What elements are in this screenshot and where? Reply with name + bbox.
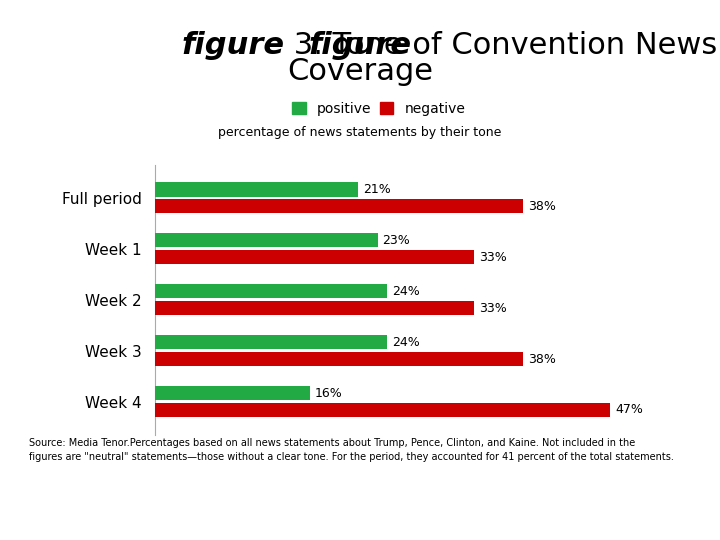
Bar <box>155 352 523 366</box>
Text: 38%: 38% <box>528 200 556 213</box>
Text: 24%: 24% <box>392 285 420 298</box>
Text: 47%: 47% <box>615 403 643 416</box>
Text: Source: Media Tenor.Percentages based on all news statements about Trump, Pence,: Source: Media Tenor.Percentages based on… <box>29 438 674 462</box>
Bar <box>155 335 387 349</box>
Text: 38%: 38% <box>528 353 556 366</box>
Legend: positive, negative: positive, negative <box>286 96 471 121</box>
Text: figure: figure <box>181 31 284 60</box>
Text: Kennedy School of Government, Harvard University: Kennedy School of Government, Harvard Un… <box>418 508 720 521</box>
Text: Thomas Patterson: Thomas Patterson <box>29 505 212 523</box>
Text: percentage of news statements by their tone: percentage of news statements by their t… <box>218 126 502 139</box>
Bar <box>155 386 310 400</box>
Text: 24%: 24% <box>392 336 420 349</box>
Text: 21%: 21% <box>363 183 391 196</box>
Bar <box>155 183 359 197</box>
Text: 23%: 23% <box>382 234 410 247</box>
Text: 16%: 16% <box>315 387 343 400</box>
Bar <box>155 403 610 417</box>
Bar <box>155 284 387 299</box>
Text: 33%: 33% <box>480 302 507 315</box>
Text: Coverage: Coverage <box>287 57 433 86</box>
Text: 33%: 33% <box>480 251 507 264</box>
Text: 3. Tone of Convention News: 3. Tone of Convention News <box>284 31 718 60</box>
Bar <box>155 199 523 213</box>
Text: figure: figure <box>308 31 412 60</box>
Bar <box>155 301 474 315</box>
Bar <box>155 233 377 247</box>
Bar <box>155 250 474 264</box>
